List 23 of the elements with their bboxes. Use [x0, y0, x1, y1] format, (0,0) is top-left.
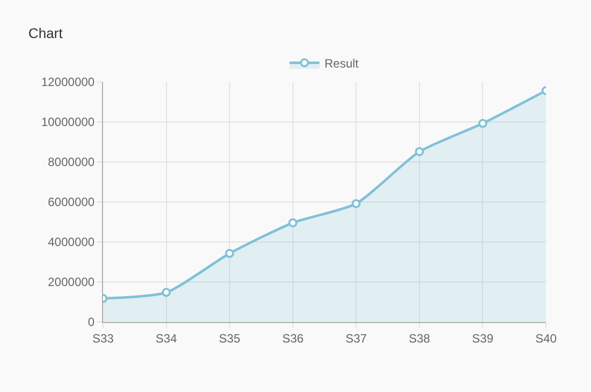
y-tick-label: 0	[88, 315, 95, 330]
point	[225, 248, 234, 258]
y-tick-label: 12000000	[41, 75, 95, 90]
x-tick-label: S37	[345, 331, 368, 346]
y-tick-label: 2000000	[48, 275, 95, 290]
point	[288, 218, 298, 228]
y-tick-label: 4000000	[48, 235, 95, 250]
x-tick-label: S35	[218, 331, 241, 346]
x-tick-label: S34	[156, 331, 178, 346]
point	[352, 199, 361, 208]
x-tick-label: S33	[92, 331, 114, 346]
x-tick-label: S36	[282, 331, 304, 346]
point	[478, 118, 488, 128]
legend-label: Result	[324, 56, 360, 70]
x-tick-label: S40	[535, 331, 557, 346]
y-tick-label: 6000000	[48, 195, 95, 210]
point	[414, 147, 424, 156]
y-tick-label: 8000000	[48, 155, 95, 170]
x-tick-label: S39	[472, 331, 494, 346]
chart-title: Chart	[28, 25, 63, 42]
x-tick-label: S38	[408, 331, 430, 346]
y-tick-label: 10000000	[41, 115, 95, 130]
point	[162, 288, 171, 297]
